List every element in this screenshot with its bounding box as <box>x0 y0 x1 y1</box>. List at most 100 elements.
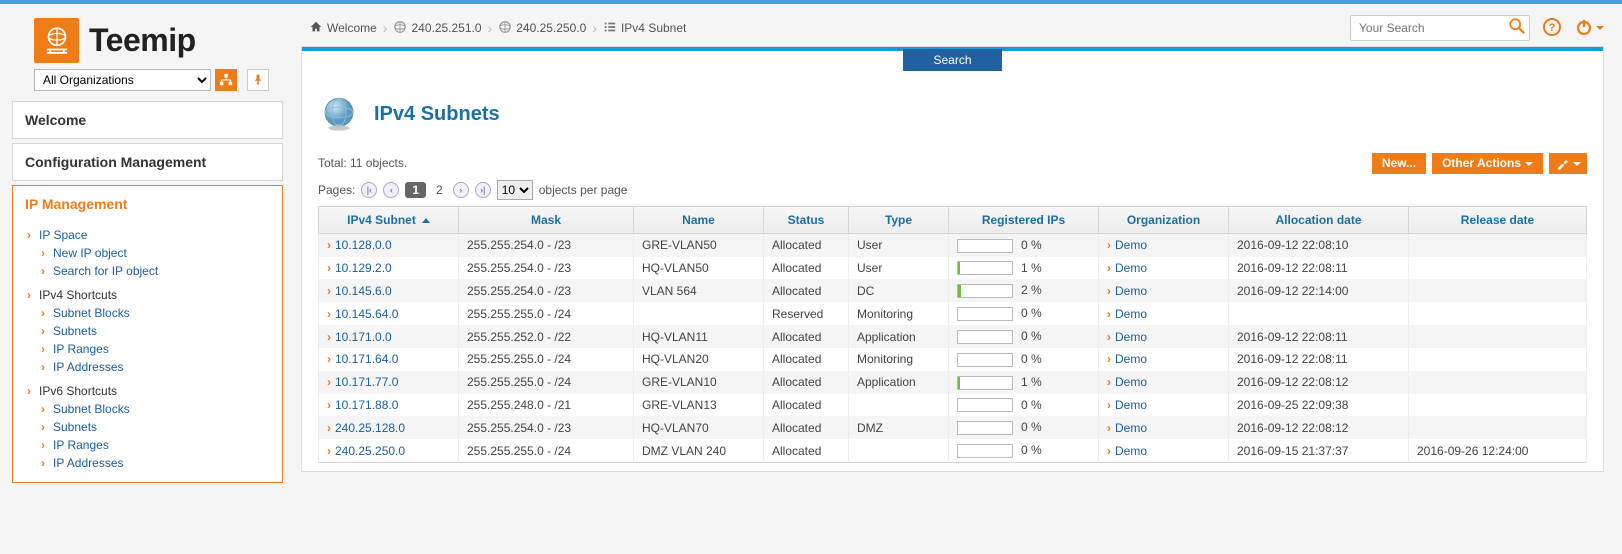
org-tree-button[interactable] <box>215 69 237 91</box>
breadcrumb-item[interactable]: 240.25.250.0 <box>498 20 586 37</box>
pager-page-link[interactable]: 2 <box>432 183 447 197</box>
search-input[interactable] <box>1350 15 1530 41</box>
cell-mask: 255.255.254.0 - /23 <box>459 416 634 439</box>
row-expand-icon[interactable]: › <box>1107 398 1111 412</box>
org-link[interactable]: Demo <box>1115 307 1147 321</box>
row-expand-icon[interactable]: › <box>1107 352 1111 366</box>
pager-prev-icon[interactable]: ‹ <box>383 182 399 198</box>
chevron-down-icon <box>1525 162 1533 166</box>
org-link[interactable]: Demo <box>1115 238 1147 252</box>
cell-registered-ips: 2 % <box>949 279 1099 302</box>
nav-ip-mgmt-header[interactable]: IP Management <box>13 186 282 222</box>
cell-release-date <box>1409 348 1587 371</box>
nav-ipv6-subnets[interactable]: Subnets <box>21 418 274 436</box>
nav-section-welcome[interactable]: Welcome <box>12 101 283 139</box>
cell-name: HQ-VLAN11 <box>634 325 764 348</box>
subnet-link[interactable]: 10.171.64.0 <box>335 352 398 366</box>
org-link[interactable]: Demo <box>1115 261 1147 275</box>
col-header-name[interactable]: Name <box>634 206 764 233</box>
row-expand-icon[interactable]: › <box>327 444 331 458</box>
user-menu-button[interactable] <box>1574 17 1604 40</box>
help-icon[interactable]: ? <box>1542 17 1562 40</box>
col-header-status[interactable]: Status <box>764 206 849 233</box>
subnet-link[interactable]: 10.171.88.0 <box>335 398 398 412</box>
chevron-down-icon <box>1596 26 1604 30</box>
cell-status: Allocated <box>764 416 849 439</box>
org-link[interactable]: Demo <box>1115 330 1147 344</box>
subnet-link[interactable]: 10.171.77.0 <box>335 375 398 389</box>
cell-status: Allocated <box>764 279 849 302</box>
cell-status: Allocated <box>764 233 849 256</box>
organization-select[interactable]: All Organizations <box>34 69 211 91</box>
row-expand-icon[interactable]: › <box>327 284 331 298</box>
col-header-registered-ips[interactable]: Registered IPs <box>949 206 1099 233</box>
col-header-mask[interactable]: Mask <box>459 206 634 233</box>
org-link[interactable]: Demo <box>1115 352 1147 366</box>
subnet-link[interactable]: 10.171.0.0 <box>335 330 392 344</box>
breadcrumb-separator-icon: › <box>488 20 493 36</box>
row-expand-icon[interactable]: › <box>1107 284 1111 298</box>
subnet-link[interactable]: 10.145.64.0 <box>335 307 398 321</box>
subnet-link[interactable]: 10.128.0.0 <box>335 238 392 252</box>
org-link[interactable]: Demo <box>1115 284 1147 298</box>
row-expand-icon[interactable]: › <box>327 375 331 389</box>
pager-first-icon[interactable]: |‹ <box>361 182 377 198</box>
pager-next-icon[interactable]: › <box>453 182 469 198</box>
nav-ipv4-shortcuts-label: IPv4 Shortcuts <box>21 280 274 304</box>
breadcrumb-home[interactable]: Welcome <box>309 20 377 37</box>
cell-name <box>634 302 764 325</box>
subnet-link[interactable]: 10.129.2.0 <box>335 261 392 275</box>
row-expand-icon[interactable]: › <box>1107 330 1111 344</box>
row-expand-icon[interactable]: › <box>327 421 331 435</box>
tools-button[interactable] <box>1549 153 1587 174</box>
cell-type: DC <box>849 279 949 302</box>
chevron-down-icon <box>1573 162 1581 166</box>
col-header-organization[interactable]: Organization <box>1099 206 1229 233</box>
nav-ipv4-subnet-blocks[interactable]: Subnet Blocks <box>21 304 274 322</box>
nav-search-ip-object[interactable]: Search for IP object <box>21 262 274 280</box>
pin-button[interactable] <box>247 69 269 91</box>
nav-ip-space[interactable]: IP Space <box>21 226 274 244</box>
col-header-release-date[interactable]: Release date <box>1409 206 1587 233</box>
breadcrumb-item[interactable]: IPv4 Subnet <box>603 20 686 37</box>
new-button[interactable]: New... <box>1372 153 1426 174</box>
org-link[interactable]: Demo <box>1115 444 1147 458</box>
cell-name: GRE-VLAN13 <box>634 394 764 417</box>
subnet-link[interactable]: 240.25.250.0 <box>335 444 405 458</box>
globe-icon <box>498 20 512 37</box>
org-link[interactable]: Demo <box>1115 421 1147 435</box>
row-expand-icon[interactable]: › <box>327 330 331 344</box>
col-header-subnet[interactable]: IPv4 Subnet <box>319 206 459 233</box>
row-expand-icon[interactable]: › <box>1107 307 1111 321</box>
pager-last-icon[interactable]: ›| <box>475 182 491 198</box>
row-expand-icon[interactable]: › <box>327 238 331 252</box>
col-header-type[interactable]: Type <box>849 206 949 233</box>
nav-ipv6-subnet-blocks[interactable]: Subnet Blocks <box>21 400 274 418</box>
row-expand-icon[interactable]: › <box>327 398 331 412</box>
per-page-select[interactable]: 10 <box>497 180 533 200</box>
subnet-link[interactable]: 240.25.128.0 <box>335 421 405 435</box>
row-expand-icon[interactable]: › <box>1107 238 1111 252</box>
nav-section-config-mgmt[interactable]: Configuration Management <box>12 143 283 181</box>
nav-ipv4-ip-ranges[interactable]: IP Ranges <box>21 340 274 358</box>
search-tab[interactable]: Search <box>903 49 1001 71</box>
subnet-link[interactable]: 10.145.6.0 <box>335 284 392 298</box>
search-icon[interactable] <box>1508 17 1526 38</box>
row-expand-icon[interactable]: › <box>327 307 331 321</box>
nav-ipv6-ip-addresses[interactable]: IP Addresses <box>21 454 274 472</box>
nav-ipv4-ip-addresses[interactable]: IP Addresses <box>21 358 274 376</box>
org-link[interactable]: Demo <box>1115 398 1147 412</box>
row-expand-icon[interactable]: › <box>327 261 331 275</box>
row-expand-icon[interactable]: › <box>1107 261 1111 275</box>
cell-mask: 255.255.255.0 - /24 <box>459 302 634 325</box>
other-actions-button[interactable]: Other Actions <box>1432 153 1543 174</box>
org-link[interactable]: Demo <box>1115 375 1147 389</box>
row-expand-icon[interactable]: › <box>1107 421 1111 435</box>
row-expand-icon[interactable]: › <box>1107 375 1111 389</box>
breadcrumb-item[interactable]: 240.25.251.0 <box>393 20 481 37</box>
nav-ipv6-ip-ranges[interactable]: IP Ranges <box>21 436 274 454</box>
row-expand-icon[interactable]: › <box>1107 444 1111 458</box>
row-expand-icon[interactable]: › <box>327 352 331 366</box>
nav-new-ip-object[interactable]: New IP object <box>21 244 274 262</box>
col-header-allocation-date[interactable]: Allocation date <box>1229 206 1409 233</box>
